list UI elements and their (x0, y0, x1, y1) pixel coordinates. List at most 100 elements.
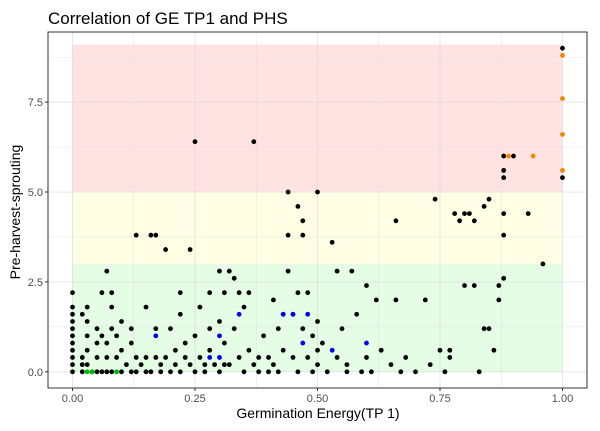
data-point (133, 232, 139, 238)
data-point (315, 319, 320, 324)
data-point (94, 369, 100, 375)
data-point (393, 297, 399, 303)
data-point (403, 355, 409, 360)
data-point (79, 355, 85, 360)
data-point (222, 290, 227, 296)
data-point (197, 304, 203, 310)
data-point (236, 355, 242, 360)
data-point (70, 355, 75, 360)
data-point (457, 218, 462, 224)
data-point (427, 362, 433, 368)
data-point (300, 326, 306, 332)
data-point (501, 275, 507, 281)
data-point (119, 347, 124, 353)
data-point (315, 347, 320, 353)
data-point (70, 369, 75, 375)
y-tick-label: 7.5 (28, 97, 43, 109)
data-point (295, 290, 301, 296)
data-point (280, 311, 286, 317)
data-point (114, 369, 119, 375)
data-point (506, 153, 511, 159)
data-point (241, 369, 247, 375)
data-point (226, 362, 232, 368)
data-point (79, 362, 85, 368)
data-point (128, 326, 134, 332)
data-point (168, 326, 173, 332)
data-point (158, 369, 164, 375)
data-point (153, 355, 159, 360)
data-point (197, 355, 203, 360)
x-tick-label: 0.00 (62, 393, 83, 405)
data-point (275, 326, 281, 332)
data-point (202, 369, 208, 375)
y-tick-label: 2.5 (28, 277, 43, 289)
data-point (344, 369, 350, 375)
data-point (271, 362, 276, 368)
data-point (163, 355, 169, 360)
data-point (560, 175, 565, 181)
data-point (560, 132, 565, 137)
data-point (222, 340, 227, 346)
data-point (148, 369, 154, 375)
y-tick-label: 5.0 (28, 187, 43, 199)
data-point (177, 290, 183, 296)
data-point (182, 355, 188, 360)
data-point (109, 326, 115, 332)
x-tick-label: 0.25 (184, 393, 205, 405)
data-point (192, 333, 198, 339)
data-point (560, 52, 565, 58)
data-point (560, 45, 565, 51)
data-point (84, 319, 90, 324)
data-point (153, 333, 159, 339)
data-point (369, 369, 374, 375)
data-point (364, 283, 369, 288)
data-point (128, 340, 134, 346)
data-point (447, 355, 453, 360)
data-point (398, 369, 404, 375)
data-point (241, 304, 247, 310)
y-axis-ticks: 0.0 2.5 5.0 7.5 (28, 97, 48, 379)
data-point (354, 311, 360, 317)
data-point (491, 347, 497, 353)
data-point (217, 268, 222, 274)
data-point (187, 362, 193, 368)
data-point (104, 369, 110, 375)
data-point (207, 355, 213, 360)
data-point (217, 369, 222, 375)
data-point (393, 218, 399, 224)
data-point (501, 211, 507, 216)
data-point (231, 275, 237, 281)
data-point (109, 304, 115, 310)
plot-area (47, 31, 588, 389)
data-point (128, 369, 134, 375)
data-point (452, 211, 458, 216)
data-point (320, 340, 325, 346)
data-point (207, 347, 213, 353)
data-point (388, 362, 394, 368)
data-point (104, 268, 110, 274)
data-point (246, 290, 252, 296)
data-point (324, 369, 330, 375)
data-point (256, 355, 262, 360)
data-point (334, 268, 340, 274)
data-point (133, 355, 139, 360)
data-point (560, 96, 565, 101)
data-point (104, 340, 110, 346)
data-point (462, 211, 467, 216)
data-point (114, 355, 119, 360)
data-point (231, 326, 237, 332)
data-point (285, 232, 291, 238)
data-point (422, 297, 428, 303)
y-axis-title: Pre-harvest-sprouting (7, 145, 23, 280)
data-point (217, 319, 222, 324)
data-point (261, 333, 266, 339)
x-axis-ticks: 0.00 0.25 0.50 0.75 1.00 (62, 388, 573, 405)
data-point (173, 362, 178, 368)
data-point (251, 362, 257, 368)
data-point (486, 326, 492, 332)
data-point (99, 290, 105, 296)
data-point (119, 319, 124, 324)
data-point (226, 268, 232, 274)
data-point (99, 333, 105, 339)
